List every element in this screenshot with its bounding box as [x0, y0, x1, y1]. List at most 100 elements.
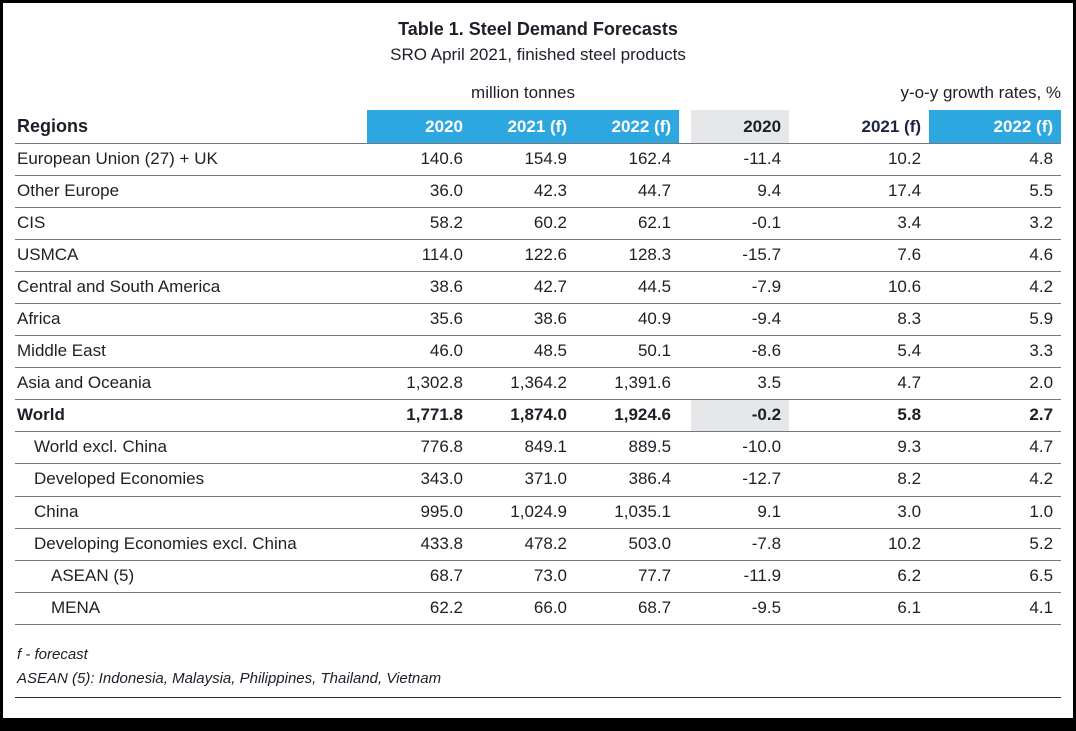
value-cell: -12.7: [691, 463, 790, 497]
value-cell: 68.7: [575, 591, 680, 625]
value-cell: 1,874.0: [471, 399, 575, 432]
value-cell: -10.0: [691, 431, 790, 464]
value-cell: 433.8: [367, 527, 471, 561]
table-subtitle: SRO April 2021, finished steel products: [390, 45, 686, 64]
column-gap: [679, 431, 692, 464]
table-row: Middle East 46.0 48.5 50.1 -8.6 5.4 3.3: [15, 335, 1062, 368]
region-cell: USMCA: [15, 239, 367, 272]
value-cell: 776.8: [367, 431, 471, 464]
value-cell: 849.1: [471, 431, 575, 464]
column-gap: [679, 110, 691, 144]
value-cell: -9.5: [691, 591, 790, 625]
value-cell: -7.9: [691, 271, 790, 304]
value-cell: 4.7: [789, 367, 930, 400]
steel-demand-table: million tonnes y-o-y growth rates, % Reg…: [15, 81, 1062, 625]
column-gap: [679, 367, 692, 400]
region-cell: Other Europe: [15, 175, 367, 208]
value-cell: -8.6: [691, 335, 790, 368]
value-cell: 5.2: [929, 527, 1062, 561]
table-row: CIS 58.2 60.2 62.1 -0.1 3.4 3.2: [15, 207, 1062, 240]
column-gap: [679, 175, 692, 208]
value-cell: 66.0: [471, 591, 575, 625]
value-cell: 6.2: [789, 559, 930, 593]
value-cell: 1.0: [929, 495, 1062, 529]
table-title: Table 1. Steel Demand Forecasts: [398, 19, 678, 39]
table-row: ASEAN (5) 68.7 73.0 77.7 -11.9 6.2 6.5: [15, 559, 1062, 593]
value-cell: 4.1: [929, 591, 1062, 625]
value-cell: 4.2: [929, 271, 1062, 304]
region-cell: China: [15, 495, 367, 529]
value-cell: 62.2: [367, 591, 471, 625]
column-gap: [679, 527, 692, 561]
value-cell: 10.6: [789, 271, 930, 304]
table-row: China 995.0 1,024.9 1,035.1 9.1 3.0 1.0: [15, 495, 1062, 529]
value-cell: 3.2: [929, 207, 1062, 240]
value-cell: 42.7: [471, 271, 575, 304]
value-cell: 50.1: [575, 335, 680, 368]
column-gap: [679, 495, 692, 529]
value-cell: -15.7: [691, 239, 790, 272]
value-cell: 1,302.8: [367, 367, 471, 400]
footnote-asean: ASEAN (5): Indonesia, Malaysia, Philippi…: [17, 669, 442, 687]
value-cell: 8.2: [789, 463, 930, 497]
value-cell: 62.1: [575, 207, 680, 240]
column-header-row: Regions 2020 2021 (f) 2022 (f) 2020 2021…: [15, 110, 1062, 144]
region-cell: Developing Economies excl. China: [15, 527, 367, 561]
footnotes: f - forecast ASEAN (5): Indonesia, Malay…: [15, 643, 1061, 698]
group-header-spacer: [15, 81, 367, 110]
column-gap: [679, 591, 692, 625]
column-header-tonnes-2021f: 2021 (f): [471, 110, 575, 144]
value-cell: 4.6: [929, 239, 1062, 272]
value-cell: -7.8: [691, 527, 790, 561]
value-cell: -0.2: [691, 399, 790, 432]
column-gap: [679, 142, 692, 176]
value-cell: 128.3: [575, 239, 680, 272]
value-cell: 42.3: [471, 175, 575, 208]
value-cell: 1,035.1: [575, 495, 680, 529]
column-gap: [679, 335, 692, 368]
table-row: MENA 62.2 66.0 68.7 -9.5 6.1 4.1: [15, 591, 1062, 625]
table-row: Central and South America 38.6 42.7 44.5 -7.…: [15, 271, 1062, 304]
table-row: USMCA 114.0 122.6 128.3 -15.7 7.6 4.6: [15, 239, 1062, 272]
value-cell: 371.0: [471, 463, 575, 497]
group-header-million-tonnes: million tonnes: [471, 83, 575, 102]
column-header-tonnes-2020: 2020: [367, 110, 471, 144]
value-cell: 1,924.6: [575, 399, 680, 432]
value-cell: 10.2: [789, 527, 930, 561]
table-row: Developed Economies 343.0 371.0 386.4 -12.7 8…: [15, 463, 1062, 497]
value-cell: 46.0: [367, 335, 471, 368]
value-cell: 48.5: [471, 335, 575, 368]
value-cell: 5.5: [929, 175, 1062, 208]
region-cell: World: [15, 399, 367, 432]
table-row: World excl. China 776.8 849.1 889.5 -10.0 9.3…: [15, 431, 1062, 464]
value-cell: 114.0: [367, 239, 471, 272]
value-cell: 36.0: [367, 175, 471, 208]
table-row: European Union (27) + UK 140.6 154.9 162.4-…: [15, 142, 1062, 176]
table-row: Asia and Oceania 1,302.8 1,364.2 1,391.6 3.5…: [15, 367, 1062, 400]
column-header-growth-2022f: 2022 (f): [929, 110, 1062, 144]
footnote-forecast: f - forecast: [17, 645, 88, 663]
value-cell: -11.4: [691, 142, 790, 176]
value-cell: 503.0: [575, 527, 680, 561]
value-cell: 44.5: [575, 271, 680, 304]
regions-header: Regions: [17, 116, 89, 136]
value-cell: 73.0: [471, 559, 575, 593]
region-cell: European Union (27) + UK: [15, 142, 367, 176]
region-cell: Developed Economies: [15, 463, 367, 497]
region-cell: Central and South America: [15, 271, 367, 304]
group-header-growth-rates: y-o-y growth rates, %: [900, 83, 1062, 102]
value-cell: 4.7: [929, 431, 1062, 464]
value-cell: 38.6: [367, 271, 471, 304]
value-cell: 889.5: [575, 431, 680, 464]
value-cell: 2.7: [929, 399, 1062, 432]
value-cell: 7.6: [789, 239, 930, 272]
value-cell: 1,391.6: [575, 367, 680, 400]
table-row: Other Europe 36.0 42.3 44.7 9.4 17.4 5.5: [15, 175, 1062, 208]
value-cell: 3.0: [789, 495, 930, 529]
value-cell: 478.2: [471, 527, 575, 561]
value-cell: 343.0: [367, 463, 471, 497]
value-cell: 1,364.2: [471, 367, 575, 400]
value-cell: 1,024.9: [471, 495, 575, 529]
column-gap: [679, 399, 692, 432]
table-row: Africa 35.6 38.6 40.9 -9.4 8.3 5.9: [15, 303, 1062, 336]
